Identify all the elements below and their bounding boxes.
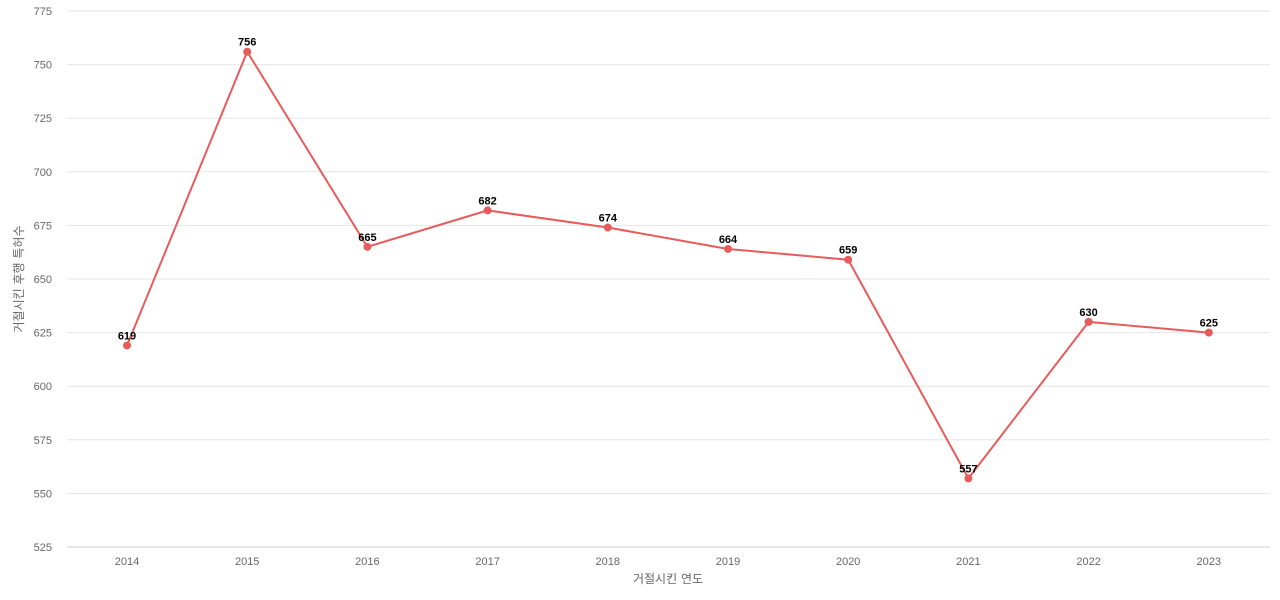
y-tick-label: 575 (34, 435, 52, 447)
data-point[interactable] (724, 244, 732, 253)
y-tick-label: 650 (34, 274, 52, 286)
y-tick-label: 625 (34, 328, 52, 340)
y-tick-label: 675 (34, 220, 52, 232)
x-tick-label: 2020 (836, 556, 860, 568)
data-label: 664 (719, 234, 738, 246)
data-point[interactable] (243, 47, 252, 56)
x-tick-label: 2018 (596, 556, 620, 568)
y-tick-label: 725 (34, 113, 52, 125)
y-axis-title: 거절시킨 후행 특허수 (11, 226, 26, 333)
x-axis-ticks: 2014 2015 2016 2017 2018 2019 2020 2021 2022 2023 (115, 556, 1221, 568)
data-label: 619 (118, 330, 136, 342)
data-point[interactable] (603, 223, 612, 232)
x-tick-label: 2015 (235, 556, 259, 568)
data-point[interactable] (363, 242, 372, 251)
x-tick-label: 2016 (355, 556, 379, 568)
data-label: 665 (358, 232, 376, 244)
data-point[interactable] (844, 255, 853, 264)
x-tick-label: 2019 (716, 556, 740, 568)
data-point[interactable] (1204, 328, 1213, 337)
data-label: 659 (839, 245, 857, 257)
x-tick-label: 2022 (1076, 556, 1100, 568)
data-label: 756 (238, 37, 256, 49)
y-tick-label: 600 (34, 381, 52, 393)
y-axis-ticks: 525 550 575 600 625 650 675 700 725 750 775 (34, 6, 52, 554)
data-label: 674 (599, 213, 618, 225)
y-tick-label: 775 (34, 6, 52, 18)
x-axis-title: 거절시킨 연도 (633, 572, 703, 586)
y-tick-label: 550 (34, 488, 52, 500)
series-group: 619 756 665 682 674 664 659 557 630 625 (118, 37, 1218, 483)
grid-lines (67, 10, 1270, 494)
x-tick-label: 2021 (956, 556, 980, 568)
data-point[interactable] (483, 206, 492, 215)
x-tick-label: 2017 (475, 556, 499, 568)
y-tick-label: 525 (34, 542, 52, 554)
x-tick-label: 2014 (115, 556, 139, 568)
series-line (126, 50, 1209, 480)
data-point[interactable] (964, 474, 973, 483)
y-tick-label: 700 (34, 167, 52, 179)
data-label: 682 (478, 195, 496, 207)
data-label: 630 (1079, 307, 1097, 319)
data-point[interactable] (123, 341, 131, 350)
data-point[interactable] (1084, 317, 1093, 326)
y-tick-label: 750 (34, 60, 52, 72)
data-label: 557 (959, 463, 977, 475)
data-label: 625 (1200, 318, 1218, 330)
x-tick-label: 2023 (1197, 556, 1221, 568)
